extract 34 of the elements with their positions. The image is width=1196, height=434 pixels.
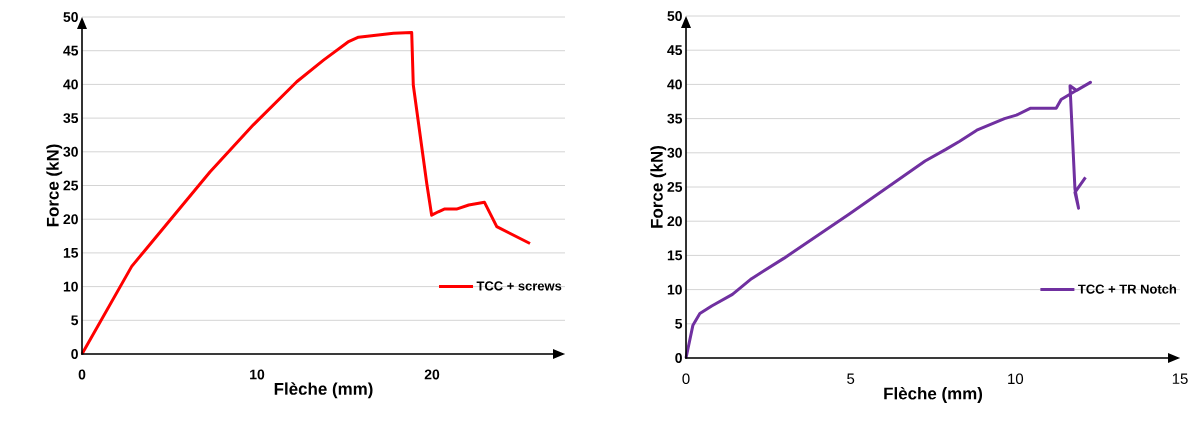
- y-tick-label: 30: [63, 146, 78, 157]
- x-tick-label: 15: [1172, 373, 1188, 384]
- y-tick-label: 50: [63, 12, 78, 22]
- x-tick-label: 0: [78, 369, 86, 380]
- y-tick-label: 35: [63, 113, 79, 124]
- y-tick-label: 40: [667, 79, 682, 90]
- x-tick-label: 10: [250, 369, 265, 380]
- y-tick-label: 10: [63, 281, 78, 292]
- y-tick-label: 30: [667, 147, 682, 158]
- y-tick-label: 35: [667, 113, 683, 124]
- y-tick-label: 25: [667, 182, 683, 192]
- legend-label: TCC + TR Notch: [1078, 284, 1177, 294]
- y-axis-title: Force (kN): [650, 145, 667, 228]
- y-tick-label: 40: [63, 79, 78, 90]
- y-tick-label: 5: [675, 318, 683, 329]
- y-tick-label: 20: [667, 216, 682, 227]
- x-tick-label: 5: [847, 373, 855, 384]
- y-tick-label: 0: [71, 349, 78, 359]
- y-tick-label: 15: [667, 250, 683, 261]
- x-axis-title: Flèche (mm): [274, 382, 373, 399]
- y-tick-label: 0: [675, 353, 682, 363]
- y-tick-label: 15: [63, 248, 79, 258]
- x-tick-label: 10: [1008, 373, 1024, 385]
- y-tick-label: 5: [71, 315, 79, 326]
- x-tick-label: 20: [424, 369, 440, 380]
- y-tick-label: 45: [667, 45, 683, 56]
- y-axis-title: Force (kN): [46, 144, 63, 227]
- x-axis-title: Flèche (mm): [884, 386, 983, 403]
- y-tick-label: 10: [667, 284, 682, 295]
- y-tick-label: 50: [667, 11, 682, 21]
- y-tick-label: 20: [63, 214, 78, 225]
- y-tick-label: 25: [63, 180, 79, 191]
- legend-label: TCC + screws: [476, 281, 562, 291]
- y-tick-label: 45: [63, 45, 79, 56]
